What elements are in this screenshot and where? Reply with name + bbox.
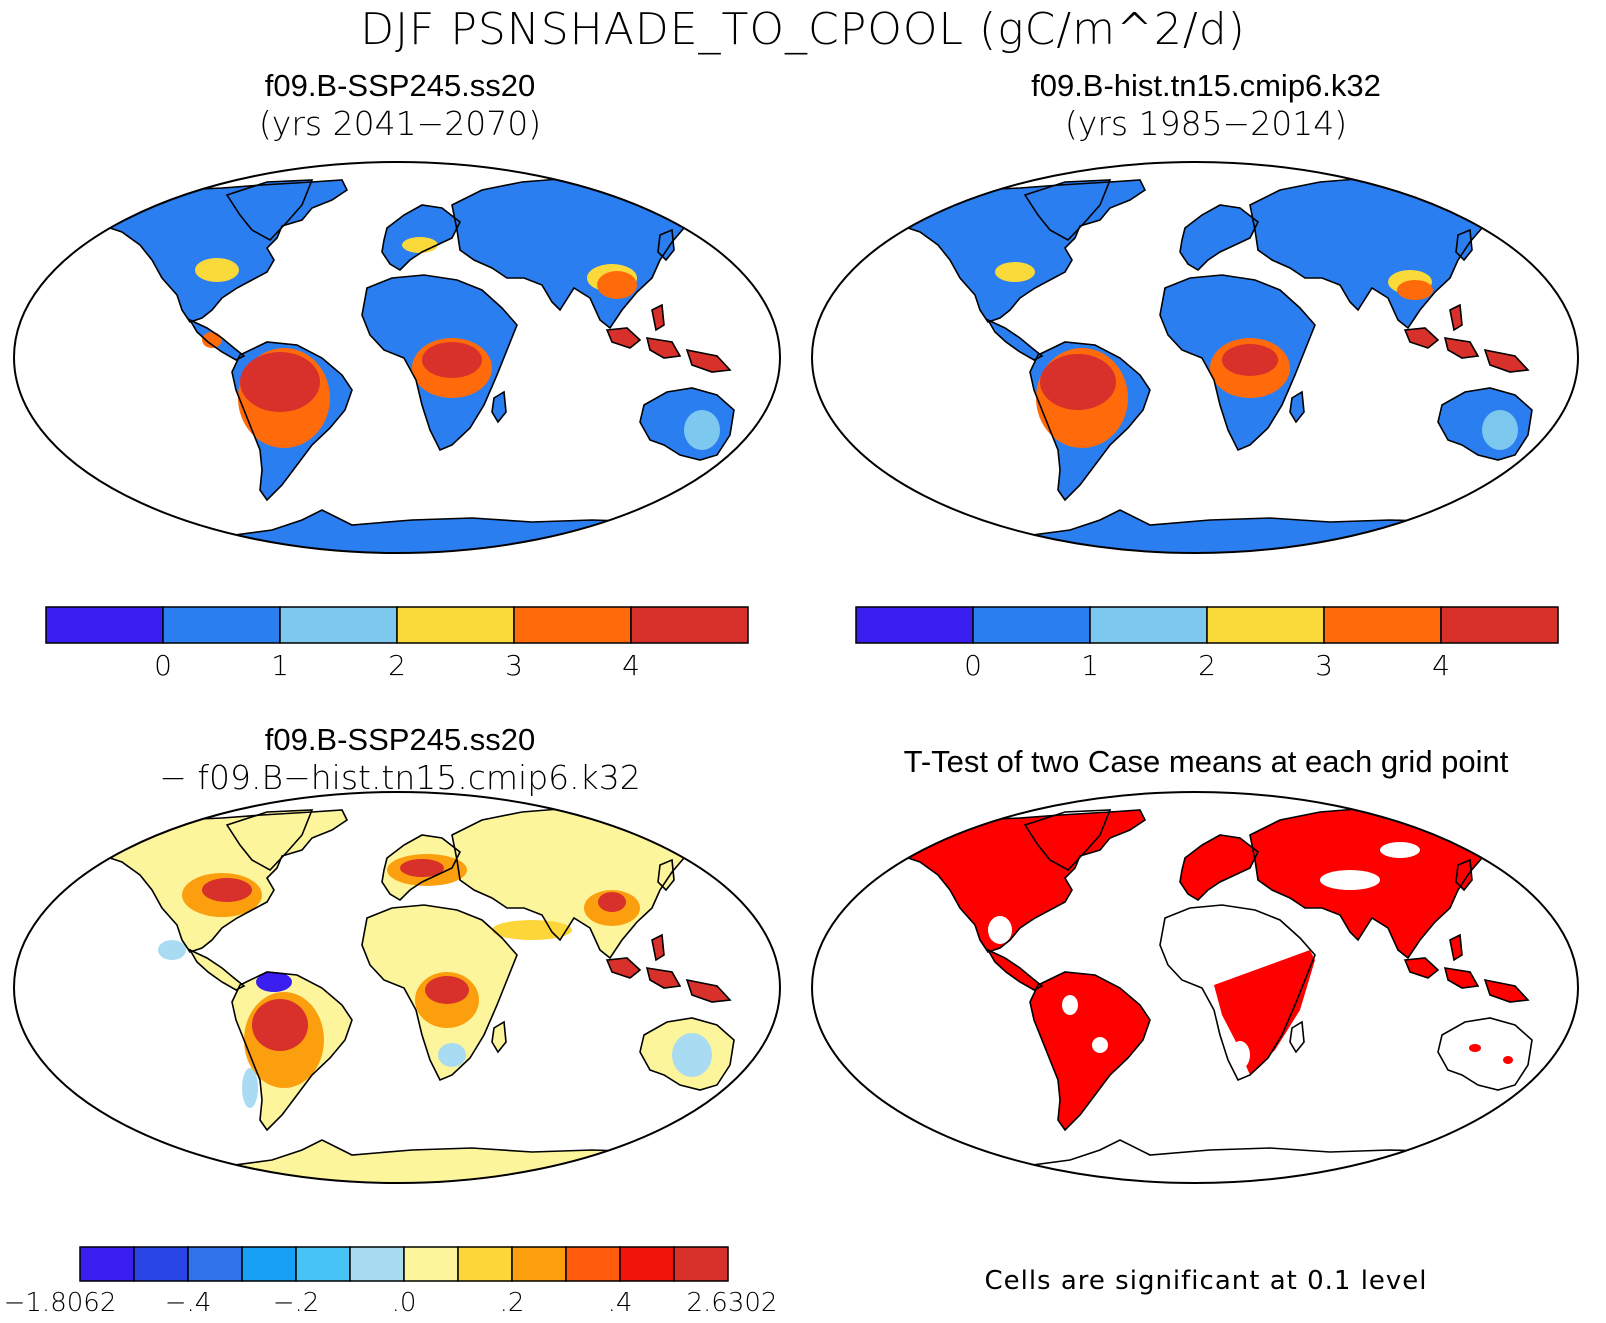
colorbar-panel-2-box-0 — [855, 606, 974, 644]
colorbar-panel-1-box-2 — [279, 606, 398, 644]
colorbar-panel-3-box-5 — [349, 1246, 405, 1282]
panel-3-map-border — [13, 791, 781, 1184]
colorbar-panel-3-label-2: −.2 — [273, 1288, 320, 1318]
colorbar-panel-2-label-3: 3 — [1315, 649, 1333, 682]
colorbar-panel-3-box-1 — [133, 1246, 189, 1282]
colorbar-panel-1-label-3: 3 — [505, 649, 523, 682]
colorbar-panel-3-box-6 — [403, 1246, 459, 1282]
colorbar-panel-2-labels: 0 1 2 3 4 — [964, 649, 1450, 682]
colorbar-panel-2-box-1 — [972, 606, 1091, 644]
colorbar-panel-3-label-0: −1.8062 — [4, 1288, 117, 1318]
colorbar-panel-3-box-0 — [79, 1246, 135, 1282]
colorbar-panel-3-label-3: .0 — [392, 1288, 417, 1318]
colorbar-panel-2-box-5 — [1440, 606, 1559, 644]
colorbar-panel-2: 0 1 2 3 4 — [855, 606, 1559, 682]
panel-1-case-name: f09.B-SSP245.ss20 — [264, 68, 536, 103]
colorbar-panel-3-box-9 — [565, 1246, 621, 1282]
panel-1-map-border — [13, 161, 781, 554]
panel-2-red-patches — [1036, 280, 1528, 448]
colorbar-panel-3: −1.8062 −.4 −.2 .0 .2 .4 2.6302 — [4, 1246, 778, 1318]
panel-4-australia-cells — [1469, 1044, 1513, 1064]
panel-1-map — [13, 161, 781, 554]
panel-4-map-border — [811, 791, 1579, 1184]
colorbar-panel-3-box-2 — [187, 1246, 243, 1282]
panel-4-ttest-title: T-Test of two Case means at each grid po… — [903, 744, 1509, 779]
colorbar-panel-1-box-0 — [45, 606, 164, 644]
colorbar-panel-2-box-4 — [1323, 606, 1442, 644]
colorbar-panel-3-label-4: .2 — [500, 1288, 525, 1318]
colorbar-panel-3-label-5: .4 — [608, 1288, 633, 1318]
panel-4-significant-cells — [900, 808, 1528, 1130]
colorbar-panel-1-label-2: 2 — [388, 649, 406, 682]
colorbar-panel-1: 0 1 2 3 4 — [45, 606, 749, 682]
colorbar-panel-1-labels: 0 1 2 3 4 — [154, 649, 640, 682]
panel-3-minus-case: − f09.B−hist.tn15.cmip6.k32 — [159, 758, 641, 797]
panel-1-years: (yrs 2041−2070) — [258, 104, 542, 143]
panel-4-title: T-Test of two Case means at each grid po… — [826, 744, 1586, 780]
colorbar-panel-2-label-1: 1 — [1081, 649, 1099, 682]
colorbar-panel-1-boxes — [45, 606, 749, 644]
panel-3-case-name: f09.B-SSP245.ss20 — [264, 722, 536, 757]
panel-2-map — [811, 161, 1579, 554]
panel-3-title: f09.B-SSP245.ss20 − f09.B−hist.tn15.cmip… — [20, 722, 780, 797]
colorbar-panel-1-box-1 — [162, 606, 281, 644]
colorbar-panel-3-box-3 — [241, 1246, 297, 1282]
colorbar-panel-3-box-7 — [457, 1246, 513, 1282]
colorbar-panel-3-box-10 — [619, 1246, 675, 1282]
colorbar-panel-1-box-5 — [630, 606, 749, 644]
colorbar-panel-1-box-3 — [396, 606, 515, 644]
colorbar-panel-2-box-2 — [1089, 606, 1208, 644]
colorbar-panel-1-label-0: 0 — [154, 649, 172, 682]
colorbar-panel-3-box-8 — [511, 1246, 567, 1282]
colorbar-panel-1-label-1: 1 — [271, 649, 289, 682]
colorbar-panel-2-box-3 — [1206, 606, 1325, 644]
figure-title: DJF PSNSHADE_TO_CPOOL (gC/m^2/d) — [360, 4, 1246, 55]
panel-2-years: (yrs 1985−2014) — [1064, 104, 1348, 143]
panel-2-map-border — [811, 161, 1579, 554]
colorbar-panel-3-labels: −1.8062 −.4 −.2 .0 .2 .4 2.6302 — [4, 1288, 778, 1318]
panel-3-map — [13, 791, 781, 1184]
colorbar-panel-2-boxes — [855, 606, 1559, 644]
colorbar-panel-3-box-4 — [295, 1246, 351, 1282]
colorbar-panel-3-label-1: −.4 — [165, 1288, 212, 1318]
ttest-footnote: Cells are significant at 0.1 level — [984, 1266, 1428, 1296]
panel-4-map — [811, 791, 1579, 1184]
colorbar-panel-1-label-4: 4 — [622, 649, 640, 682]
colorbar-panel-3-boxes — [79, 1246, 729, 1282]
colorbar-panel-3-box-11 — [673, 1246, 729, 1282]
panel-1-red-patches — [202, 271, 730, 448]
colorbar-panel-2-label-4: 4 — [1432, 649, 1450, 682]
panel-3-positive-patches — [182, 854, 730, 1088]
panel-1-title: f09.B-SSP245.ss20 (yrs 2041−2070) — [30, 68, 770, 143]
panel-4-nonsignificant-cells — [988, 842, 1420, 1069]
panel-2-case-name: f09.B-hist.tn15.cmip6.k32 — [1031, 68, 1381, 103]
colorbar-panel-2-label-2: 2 — [1198, 649, 1216, 682]
panel-3-negative-patches — [158, 940, 712, 1108]
colorbar-panel-2-label-0: 0 — [964, 649, 982, 682]
colorbar-panel-3-label-6: 2.6302 — [687, 1288, 778, 1318]
panel-2-title: f09.B-hist.tn15.cmip6.k32 (yrs 1985−2014… — [826, 68, 1586, 143]
colorbar-panel-1-box-4 — [513, 606, 632, 644]
